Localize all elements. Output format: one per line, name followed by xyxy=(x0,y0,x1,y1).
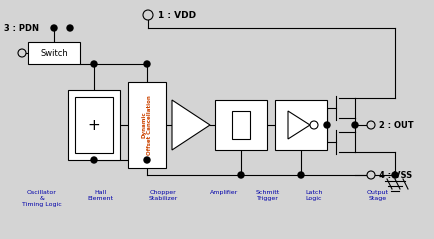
Text: Switch: Switch xyxy=(40,49,68,58)
Bar xyxy=(275,100,327,150)
Circle shape xyxy=(91,157,97,163)
Text: Chopper
Stabilizer: Chopper Stabilizer xyxy=(148,190,178,201)
Text: 4 : VSS: 4 : VSS xyxy=(379,170,412,179)
Text: Dynamic
Offset Cancellation: Dynamic Offset Cancellation xyxy=(141,95,152,155)
Text: Schmitt
Trigger: Schmitt Trigger xyxy=(256,190,280,201)
Circle shape xyxy=(144,157,150,163)
Bar xyxy=(75,97,113,153)
Circle shape xyxy=(143,10,153,20)
Bar xyxy=(68,90,120,160)
Text: 1 : VDD: 1 : VDD xyxy=(158,11,196,20)
Circle shape xyxy=(324,122,330,128)
Circle shape xyxy=(392,172,398,178)
Circle shape xyxy=(352,122,358,128)
Circle shape xyxy=(298,172,304,178)
Circle shape xyxy=(51,25,57,31)
Text: 3 : PDN: 3 : PDN xyxy=(4,23,39,33)
Circle shape xyxy=(91,61,97,67)
Polygon shape xyxy=(172,100,210,150)
Bar xyxy=(28,42,80,64)
Circle shape xyxy=(367,171,375,179)
Text: Oscillator
&
Timing Logic: Oscillator & Timing Logic xyxy=(22,190,62,206)
Circle shape xyxy=(67,25,73,31)
Circle shape xyxy=(367,121,375,129)
Circle shape xyxy=(310,121,318,129)
Circle shape xyxy=(18,49,26,57)
Bar xyxy=(232,111,250,139)
Circle shape xyxy=(238,172,244,178)
Text: Amplifier: Amplifier xyxy=(210,190,238,195)
Bar xyxy=(215,100,267,150)
Polygon shape xyxy=(288,111,310,139)
Circle shape xyxy=(144,61,150,67)
Bar xyxy=(128,82,166,168)
Text: Latch
Logic: Latch Logic xyxy=(305,190,323,201)
Text: Output
Stage: Output Stage xyxy=(367,190,389,201)
Text: 2 : OUT: 2 : OUT xyxy=(379,120,414,130)
Text: Hall
Element: Hall Element xyxy=(87,190,113,201)
Text: +: + xyxy=(88,118,100,132)
